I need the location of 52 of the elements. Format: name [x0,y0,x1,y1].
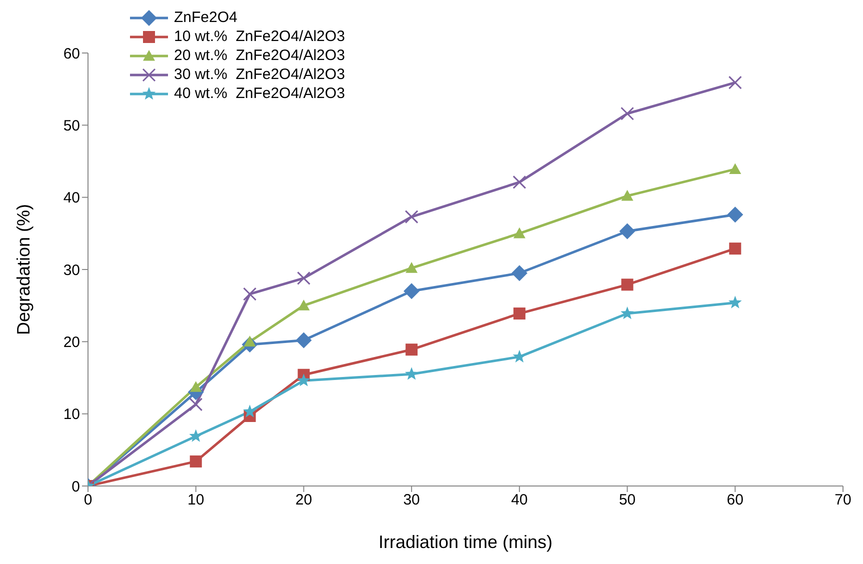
point [190,455,202,468]
point [297,374,310,386]
y-tick-label: 30 [63,262,80,279]
x-tick-label: 50 [618,492,636,509]
point [189,398,203,412]
point [511,265,528,282]
x-tick-label: 40 [511,492,528,509]
y-tick-label: 20 [63,334,80,351]
point [189,429,203,442]
point [621,278,634,291]
point [621,190,634,201]
point [513,227,526,238]
y-tick-label: 60 [63,45,80,62]
point [404,210,418,224]
x-tick-label: 70 [834,492,852,509]
point [619,223,636,240]
point [620,106,634,120]
x-tick-label: 30 [403,492,420,509]
y-tick-label: 50 [63,117,80,134]
x-tick-label: 60 [726,492,744,509]
point [404,367,418,380]
point [406,344,418,356]
point [404,283,420,300]
point [296,332,312,348]
x-tick-label: 10 [188,492,204,509]
legend-label: 10 wt.% ZnFe2O4/Al2O3 [174,27,345,46]
point [190,381,202,392]
point [243,404,256,418]
x-tick-label: 0 [84,492,92,509]
point [513,308,526,320]
y-tick-label: 40 [63,190,80,207]
point [512,175,526,189]
legend-label: 40 wt.% ZnFe2O4/Al2O3 [174,84,345,103]
point [298,300,310,310]
y-axis-title: Degradation (%) [13,204,34,336]
point [728,76,742,90]
point [296,271,310,285]
point [620,306,634,320]
point [727,206,744,223]
point [406,262,418,273]
point [512,350,526,362]
legend-label: ZnFe2O4 [174,8,238,27]
y-tick-label: 10 [63,406,80,424]
legend-label: 20 wt.% ZnFe2O4/Al2O3 [174,46,345,65]
point [243,287,257,301]
y-tick-label: 0 [72,478,80,496]
x-tick-label: 20 [295,492,312,509]
point [729,163,742,174]
point [728,296,742,308]
x-axis-title: Irradiation time (mins) [378,532,553,552]
legend-label: 30 wt.% ZnFe2O4/Al2O3 [174,65,345,84]
point [729,242,742,255]
